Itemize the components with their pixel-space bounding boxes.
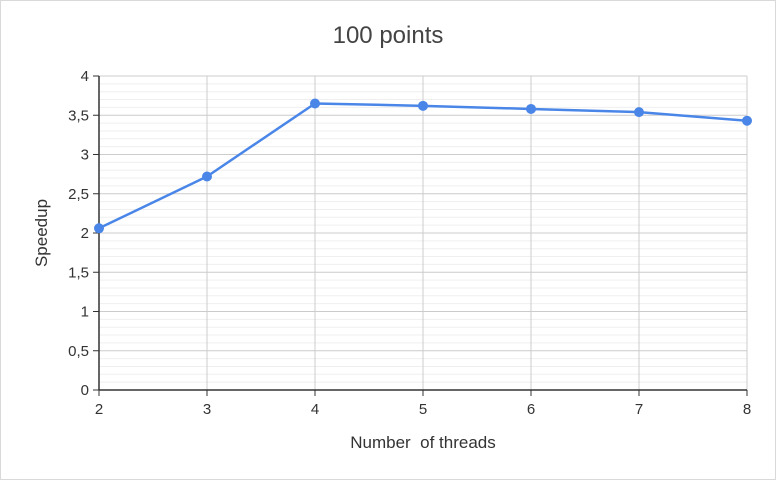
data-point <box>526 103 536 114</box>
data-point <box>418 100 428 111</box>
y-tick-label: 4 <box>81 68 89 85</box>
x-tick-label: 8 <box>743 401 751 418</box>
data-point <box>742 115 752 126</box>
y-tick-label: 1 <box>81 304 89 321</box>
y-tick-labels: 0 0,5 1 1,5 2 2,5 3 3,5 4 <box>68 68 89 399</box>
x-axis-label: Number of threads <box>350 433 496 452</box>
y-tick-label: 2 <box>81 225 89 242</box>
y-axis-label: Speedup <box>32 199 51 267</box>
x-tick-label: 6 <box>527 401 535 418</box>
data-point <box>202 171 212 182</box>
data-point <box>310 98 320 109</box>
x-tick-label: 3 <box>203 401 211 418</box>
y-tick-label: 1,5 <box>68 264 89 281</box>
x-tick-label: 7 <box>635 401 643 418</box>
data-point <box>634 107 644 118</box>
x-tick-label: 2 <box>95 401 103 418</box>
y-tick-label: 3,5 <box>68 107 89 124</box>
x-tick-label: 4 <box>311 401 319 418</box>
series-group <box>94 98 752 234</box>
y-tick-label: 0,5 <box>68 343 89 360</box>
y-tick-label: 0 <box>81 382 89 399</box>
data-point <box>94 223 104 234</box>
chart-title: 100 points <box>333 22 444 49</box>
x-tick-label: 5 <box>419 401 427 418</box>
y-tick-label: 2,5 <box>68 186 89 203</box>
x-tick-labels: 2 3 4 5 6 7 8 <box>95 401 751 418</box>
axes <box>93 75 748 396</box>
y-tick-label: 3 <box>81 147 89 164</box>
